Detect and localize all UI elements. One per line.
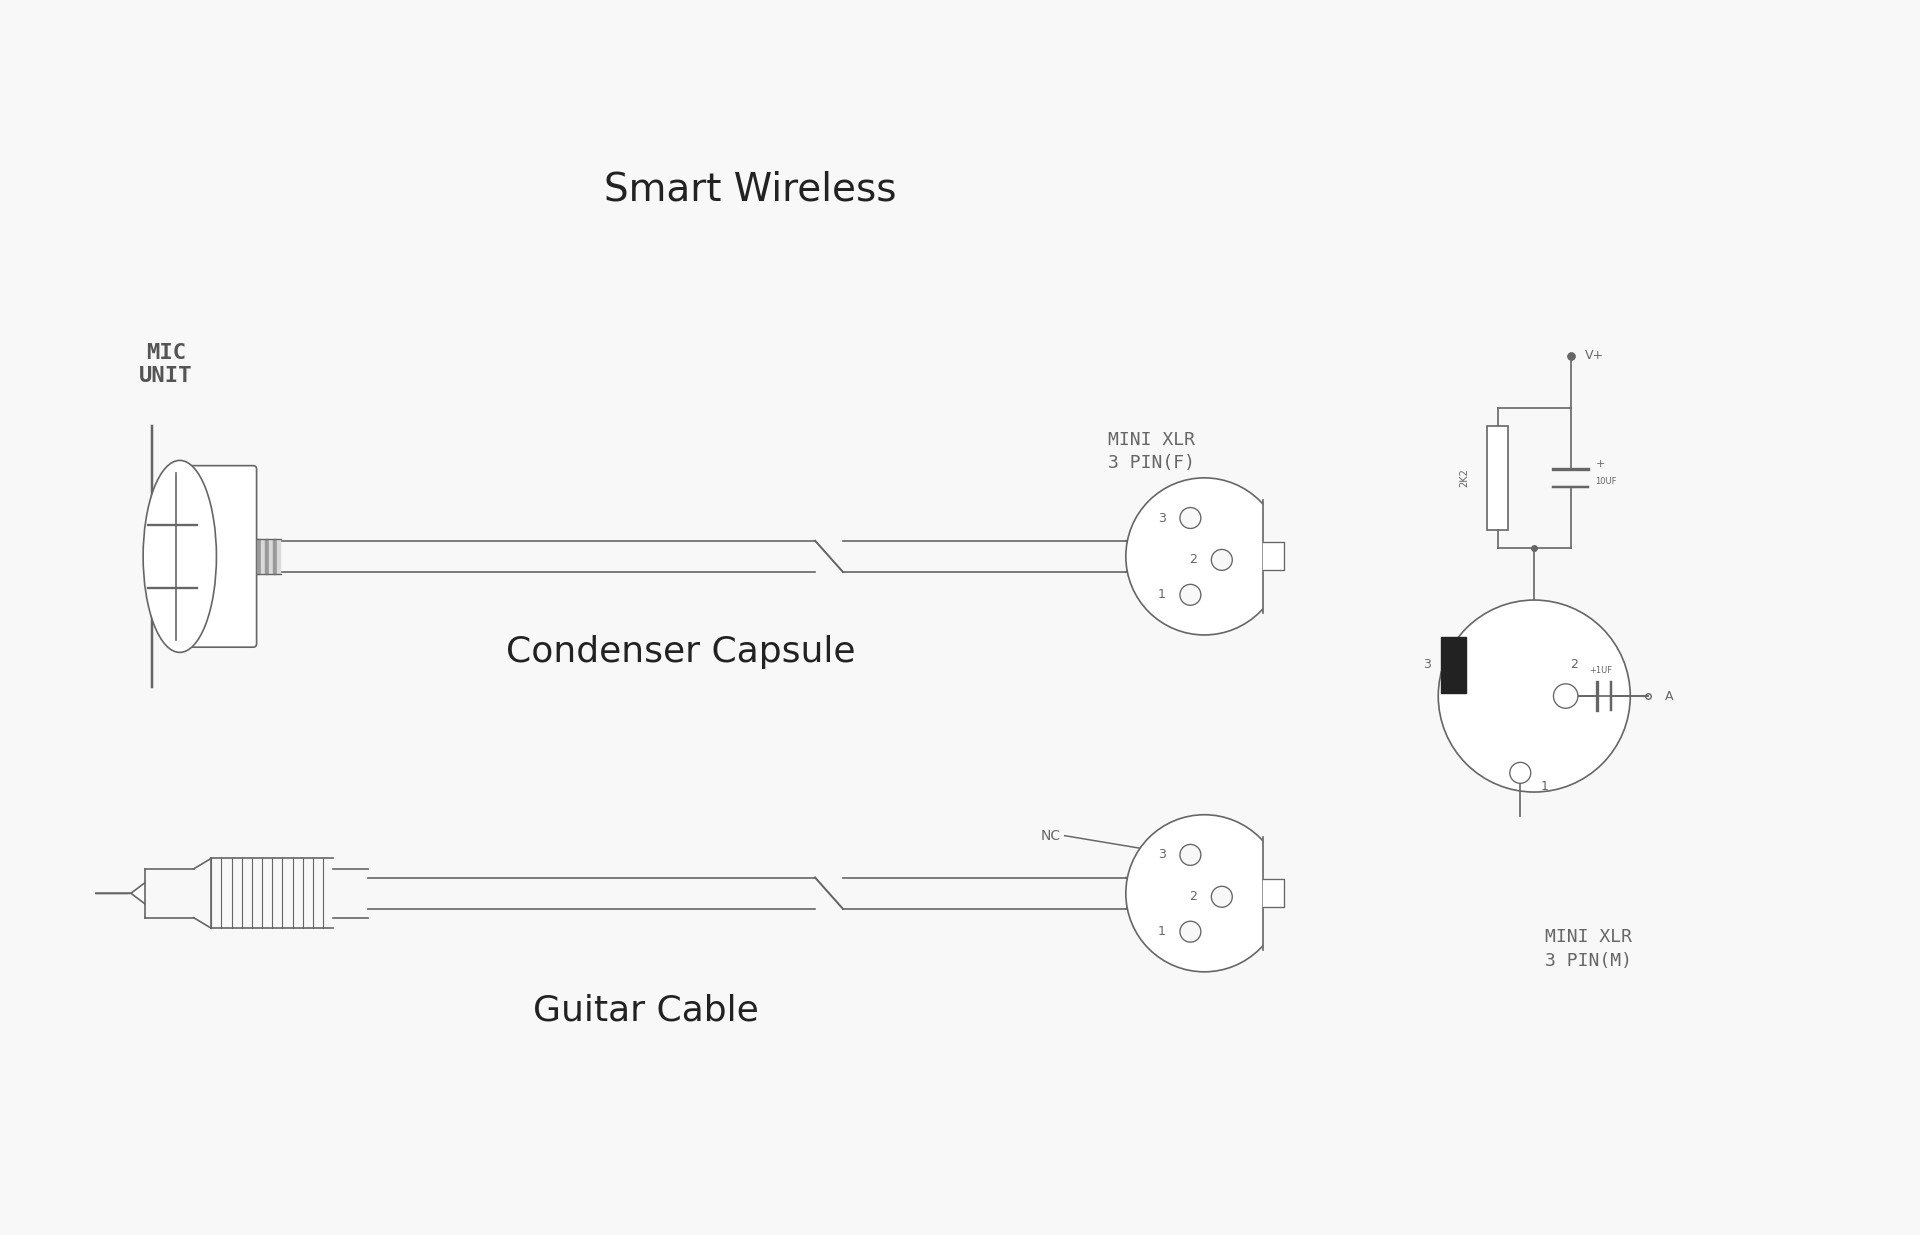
Text: 3: 3: [1423, 658, 1430, 671]
Circle shape: [1212, 550, 1233, 571]
Text: 2: 2: [1190, 553, 1198, 567]
Text: 2: 2: [1190, 890, 1198, 903]
Text: Guitar Cable: Guitar Cable: [534, 993, 758, 1028]
Text: 2: 2: [1571, 658, 1578, 671]
Bar: [1488, 426, 1507, 530]
Circle shape: [1125, 478, 1283, 635]
Circle shape: [1181, 921, 1200, 942]
Text: A: A: [1665, 689, 1674, 703]
Text: 2K2: 2K2: [1459, 468, 1469, 488]
Polygon shape: [1263, 879, 1284, 908]
Text: Condenser Capsule: Condenser Capsule: [507, 636, 856, 669]
Text: MINI XLR
3 PIN(M): MINI XLR 3 PIN(M): [1546, 929, 1632, 969]
Polygon shape: [1263, 826, 1315, 960]
Circle shape: [1509, 762, 1530, 783]
Circle shape: [1181, 508, 1200, 529]
Circle shape: [1181, 584, 1200, 605]
Text: 3: 3: [1158, 848, 1165, 861]
Circle shape: [1212, 887, 1233, 908]
Circle shape: [1181, 845, 1200, 866]
FancyBboxPatch shape: [182, 466, 257, 647]
Circle shape: [1553, 684, 1578, 708]
Polygon shape: [96, 884, 144, 902]
Text: NC: NC: [1041, 829, 1062, 842]
Circle shape: [1438, 600, 1630, 792]
Text: 1: 1: [1158, 588, 1165, 601]
Text: MIC
UNIT: MIC UNIT: [138, 343, 192, 387]
Text: +1UF: +1UF: [1590, 666, 1613, 676]
Text: Smart Wireless: Smart Wireless: [605, 170, 897, 209]
Text: 1: 1: [1540, 781, 1549, 793]
Ellipse shape: [144, 461, 217, 652]
Text: 3: 3: [1158, 511, 1165, 525]
Text: 10UF: 10UF: [1596, 477, 1617, 485]
Polygon shape: [1442, 637, 1465, 693]
Text: V+: V+: [1584, 350, 1603, 362]
Polygon shape: [1263, 489, 1315, 624]
Text: +: +: [1596, 459, 1605, 469]
Text: MINI XLR
3 PIN(F): MINI XLR 3 PIN(F): [1108, 431, 1196, 473]
Text: 1: 1: [1158, 925, 1165, 939]
Circle shape: [1125, 815, 1283, 972]
Polygon shape: [1263, 542, 1284, 571]
